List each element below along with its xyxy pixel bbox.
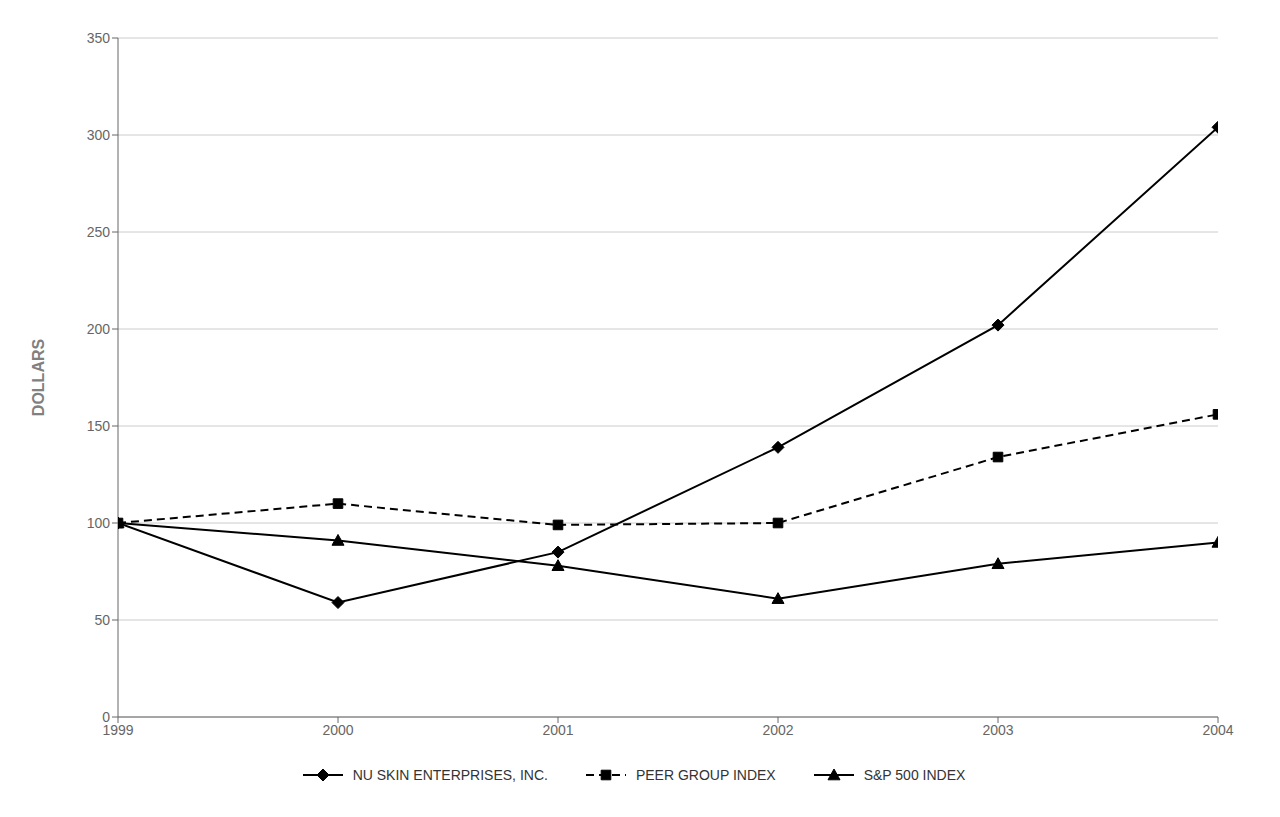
svg-text:350: 350: [87, 30, 111, 46]
html-text:PEER GROUP INDEX: PEER GROUP INDEX: [635, 767, 776, 783]
svg-text:150: 150: [87, 418, 111, 434]
svg-text:0: 0: [102, 709, 110, 725]
svg-text:100: 100: [87, 515, 111, 531]
svg-text:50: 50: [94, 612, 110, 628]
svg-text:300: 300: [87, 127, 111, 143]
svg-text:2002: 2002: [762, 722, 793, 738]
svg-text:DOLLARS: DOLLARS: [30, 339, 47, 417]
svg-text:2000: 2000: [322, 722, 353, 738]
html-text:S&P 500 INDEX: S&P 500 INDEX: [863, 767, 966, 783]
svg-text:1999: 1999: [102, 721, 134, 738]
svg-text:2004: 2004: [1202, 722, 1233, 738]
svg-text:2003: 2003: [982, 722, 1013, 738]
html-text:NU SKIN ENTERPRISES, INC.: NU SKIN ENTERPRISES, INC.: [352, 767, 548, 783]
svg-text:2001: 2001: [542, 722, 573, 738]
svg-text:200: 200: [87, 321, 111, 337]
svg-text:250: 250: [87, 224, 111, 240]
